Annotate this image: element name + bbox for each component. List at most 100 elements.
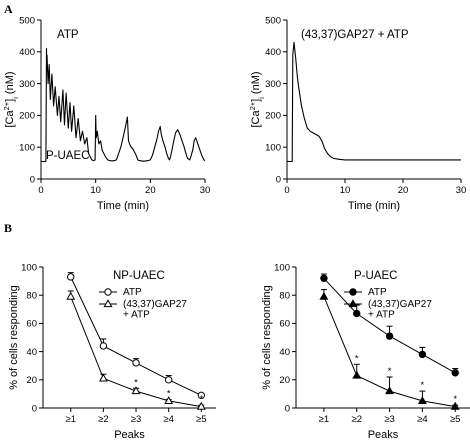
data-point — [131, 386, 141, 395]
data-point — [385, 332, 394, 340]
significance-marker: * — [355, 353, 359, 364]
chart-title: P-UAEC — [354, 270, 397, 282]
significance-marker: * — [388, 366, 392, 377]
data-point — [196, 401, 206, 410]
y-axis-label-part: [Ca — [250, 110, 262, 128]
trace-label: ATP — [57, 29, 79, 41]
y-tick-label: 100 — [19, 143, 35, 154]
y-tick-label: 100 — [274, 262, 290, 273]
x-tick-label: 10 — [340, 185, 351, 196]
legend-label: ATP — [123, 287, 142, 298]
x-category-label: ≥2 — [98, 414, 109, 425]
y-tick-label: 0 — [32, 403, 37, 414]
data-point — [319, 291, 329, 300]
legend-marker — [104, 288, 112, 296]
x-category-label: ≥4 — [163, 414, 174, 425]
y-tick-label: 0 — [285, 403, 290, 414]
data-point — [450, 401, 460, 410]
y-tick-label: 40 — [26, 347, 37, 358]
y-axis-label-part: i — [257, 97, 266, 99]
legend-label: (43,37)GAP27 — [123, 299, 187, 310]
x-tick-label: 20 — [398, 185, 409, 196]
y-tick-label: 500 — [19, 15, 35, 26]
y-axis-label: % of cells responding — [8, 285, 20, 390]
y-tick-label: 200 — [265, 111, 281, 122]
significance-marker: * — [199, 394, 203, 405]
data-point — [417, 396, 427, 405]
y-axis-label-part: (nM) — [4, 71, 16, 97]
data-point — [352, 370, 362, 379]
data-point — [451, 369, 459, 377]
y-axis-label-part: [Ca — [4, 110, 16, 128]
y-tick-label: 300 — [19, 79, 35, 90]
data-point — [99, 342, 108, 350]
data-point — [320, 274, 328, 282]
legend-marker — [349, 288, 357, 296]
x-axis-label: Peaks — [368, 429, 399, 441]
x-axis-label: Time (min) — [97, 200, 149, 212]
legend-label: + ATP — [368, 310, 395, 321]
x-category-label: ≥5 — [450, 414, 461, 425]
x-category-label: ≥2 — [351, 414, 362, 425]
x-category-label: ≥4 — [417, 414, 428, 425]
panel-label-a: A — [4, 2, 13, 16]
y-axis-label-part: ] — [250, 99, 262, 102]
x-tick-label: 0 — [38, 185, 43, 196]
data-point — [67, 273, 75, 281]
x-category-label: ≥1 — [65, 414, 76, 425]
y-tick-label: 60 — [279, 319, 290, 330]
y-tick-label: 100 — [265, 143, 281, 154]
y-axis-label-part: 2+ — [2, 101, 11, 110]
peaks-chart-np-uaec: 0 20 40 60 80 100 ≥1 ≥2 ≥3 ≥4 ≥5 Peaks % of cells re… — [8, 262, 216, 441]
y-tick-label: 20 — [26, 375, 37, 386]
y-tick-label: 500 — [265, 15, 281, 26]
x-tick-label: 30 — [200, 185, 211, 196]
data-point — [164, 396, 174, 405]
x-tick-label: 10 — [90, 185, 101, 196]
trace-chart-trace-atp: 0 100 200 300 400 500 0 10 20 30 Time (min) [Ca2+]i… — [2, 15, 211, 212]
y-tick-label: 40 — [279, 347, 290, 358]
x-category-label: ≥5 — [196, 414, 207, 425]
significance-marker: * — [167, 389, 171, 400]
y-tick-label: 20 — [279, 375, 290, 386]
y-axis-label-part: i — [11, 97, 20, 99]
x-category-label: ≥3 — [384, 414, 395, 425]
x-tick-label: 0 — [284, 185, 289, 196]
data-point — [132, 359, 140, 367]
x-axis-label: Time (min) — [348, 200, 400, 212]
y-tick-label: 100 — [21, 262, 37, 273]
calcium-trace — [41, 48, 206, 163]
y-tick-label: 400 — [19, 47, 35, 58]
y-axis-label-part: 2+ — [248, 101, 257, 110]
y-axis-label: [Ca2+]i (nM) — [2, 71, 20, 127]
y-tick-label: 60 — [26, 319, 37, 330]
y-axis-label-part: (nM) — [250, 71, 262, 97]
peaks-chart-p-uaec: 0 20 40 60 80 100 ≥1 ≥2 ≥3 ≥4 ≥5 Peaks % of cells re… — [261, 262, 470, 441]
y-axis-label: % of cells responding — [261, 285, 273, 390]
legend-label: + ATP — [123, 310, 150, 321]
y-tick-label: 300 — [265, 79, 281, 90]
x-tick-label: 30 — [456, 185, 467, 196]
y-axis-label: [Ca2+]i (nM) — [248, 71, 266, 127]
x-category-label: ≥1 — [319, 414, 330, 425]
legend-label: (43,37)GAP27 — [368, 299, 432, 310]
data-point — [385, 386, 395, 395]
data-point — [164, 376, 173, 384]
trace-label: (43,37)GAP27 + ATP — [301, 29, 409, 41]
chart-title: NP-UAEC — [113, 270, 165, 282]
panel-label-b: B — [4, 221, 12, 235]
significance-marker: * — [421, 380, 425, 391]
legend-marker — [103, 299, 113, 308]
trace-chart-trace-gap27: 0 100 200 300 400 500 0 10 20 30 Time (min) [Ca2+]i… — [248, 15, 467, 212]
x-tick-label: 20 — [145, 185, 156, 196]
y-tick-label: 200 — [19, 111, 35, 122]
x-category-label: ≥3 — [131, 414, 142, 425]
data-point — [98, 373, 108, 382]
y-tick-label: 0 — [276, 174, 281, 185]
significance-marker: * — [453, 394, 457, 405]
data-point — [353, 309, 361, 318]
y-tick-label: 80 — [26, 291, 37, 302]
y-tick-label: 0 — [30, 174, 35, 185]
series-line — [323, 277, 456, 374]
